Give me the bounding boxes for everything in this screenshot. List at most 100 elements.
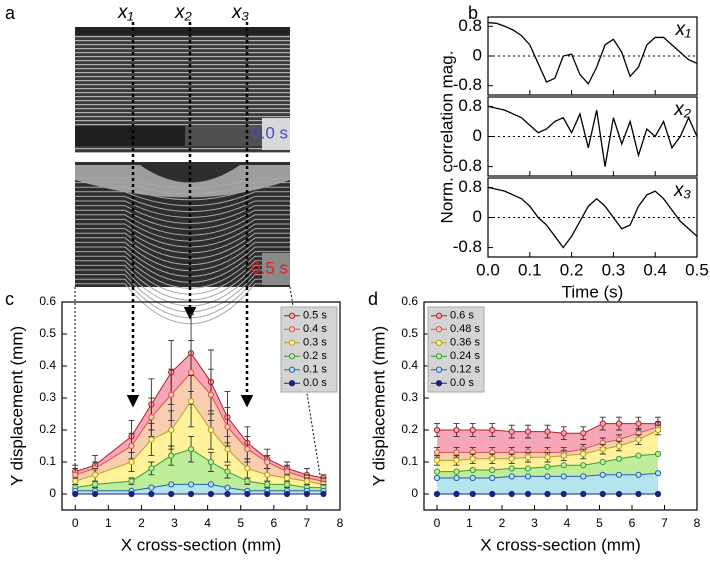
data-point [635, 420, 642, 427]
y-axis-label: Y displacement (mm) [369, 326, 388, 486]
data-point [91, 471, 99, 478]
data-point [469, 474, 476, 482]
guide-lines [126, 22, 254, 408]
data-point [168, 391, 175, 398]
legend-box [280, 306, 338, 393]
legend-label: 0.0 s [450, 377, 474, 389]
plot [433, 416, 662, 498]
y-tick-label: 0 [473, 45, 482, 64]
x-tick-label: 8 [694, 516, 701, 530]
data-point [320, 490, 327, 498]
data-point [433, 449, 441, 456]
data-point [303, 478, 311, 485]
legend-marker [288, 353, 296, 360]
data-point [615, 471, 623, 478]
x-tick-label: 1 [466, 516, 473, 530]
data-point [544, 490, 551, 498]
data-point [489, 490, 496, 498]
data-point [433, 457, 441, 464]
data-point [560, 452, 567, 459]
data-point [283, 474, 291, 482]
legend-label: 0.3 s [303, 337, 327, 349]
data-point [544, 428, 551, 435]
area-band [75, 484, 324, 494]
image-stripe [75, 214, 290, 236]
x-tick-label: 2 [499, 516, 506, 530]
data-point [187, 446, 195, 453]
data-point [635, 490, 642, 498]
data-point [544, 454, 551, 461]
chart: -0.8 0 0.8 x₂ Norm. correlation mag. [437, 51, 698, 223]
data-point [615, 490, 623, 498]
data-point [187, 490, 195, 498]
y-tick-label: 0.2 [401, 422, 418, 436]
x-tick-label: 1 [105, 516, 112, 530]
y-tick-label: 0.3 [39, 390, 56, 404]
legend-label: 0.1 s [303, 364, 327, 376]
data-point [453, 474, 460, 482]
data-point [580, 473, 587, 480]
data-line [487, 186, 698, 249]
data-point [207, 481, 215, 488]
data-point [453, 468, 460, 475]
data-point [244, 446, 251, 453]
data-point [453, 457, 460, 464]
x-tick-label: 0.1 [518, 260, 542, 279]
data-point [453, 426, 460, 434]
data-point [654, 426, 662, 434]
area-band [75, 401, 324, 488]
y-tick-label: 0.5 [39, 326, 56, 340]
x-tick-label: 3 [531, 516, 538, 530]
panel-label: b [468, 3, 478, 23]
legend-marker [435, 380, 443, 387]
y-tick-label: 0.5 [401, 326, 418, 340]
data-point [469, 466, 476, 474]
data-point [524, 428, 532, 435]
legend-marker [435, 339, 443, 346]
x-axis-label: X cross-section (mm) [121, 535, 282, 554]
data-point [544, 473, 551, 480]
data-point [489, 474, 496, 482]
data-point [148, 490, 155, 498]
y-tick-label: 0.8 [458, 177, 482, 196]
y-tick-label: 0.1 [401, 454, 418, 468]
legend-label: 0.48 s [450, 323, 480, 335]
plot-frame [423, 301, 698, 511]
plot [487, 186, 698, 249]
legend: 0.5 s0.4 s 0.3 s0.2 s 0.1 s0.0 s [280, 306, 338, 393]
data-point [264, 471, 271, 478]
y-tick-label: 0.2 [39, 422, 56, 436]
data-point [224, 423, 231, 430]
data-point [264, 458, 271, 466]
y-tick-label: 0.1 [39, 454, 56, 468]
image-bottom [75, 162, 290, 325]
legend-marker [435, 353, 443, 360]
data-point [599, 458, 606, 466]
y-tick-label: -0.8 [453, 237, 482, 256]
data-point [72, 490, 79, 498]
data-point [433, 490, 441, 498]
data-point [469, 490, 476, 498]
frame-box [262, 253, 290, 285]
data-point [128, 458, 135, 466]
legend-marker [288, 312, 296, 319]
y-tick-label: 0.8 [458, 96, 482, 115]
data-point [91, 490, 99, 498]
x-axis-label: X cross-section (mm) [480, 535, 641, 554]
legend-label: 0.2 s [303, 350, 327, 362]
legend-label: 0.12 s [450, 364, 480, 376]
data-point [168, 452, 175, 459]
legend-marker [288, 380, 296, 387]
legend-label: 0.6 s [450, 310, 474, 322]
subplot-label: x₃ [673, 180, 692, 201]
x-tick-label: 3 [171, 516, 178, 530]
data-point [489, 426, 496, 434]
data-point [508, 473, 515, 480]
data-point [489, 455, 496, 462]
data-point [207, 458, 215, 466]
chart: -0.8 0 0.8b x₁ [453, 3, 698, 96]
data-point [599, 490, 606, 498]
data-point [560, 473, 567, 480]
plot-frame [61, 301, 341, 511]
data-point [207, 391, 215, 398]
